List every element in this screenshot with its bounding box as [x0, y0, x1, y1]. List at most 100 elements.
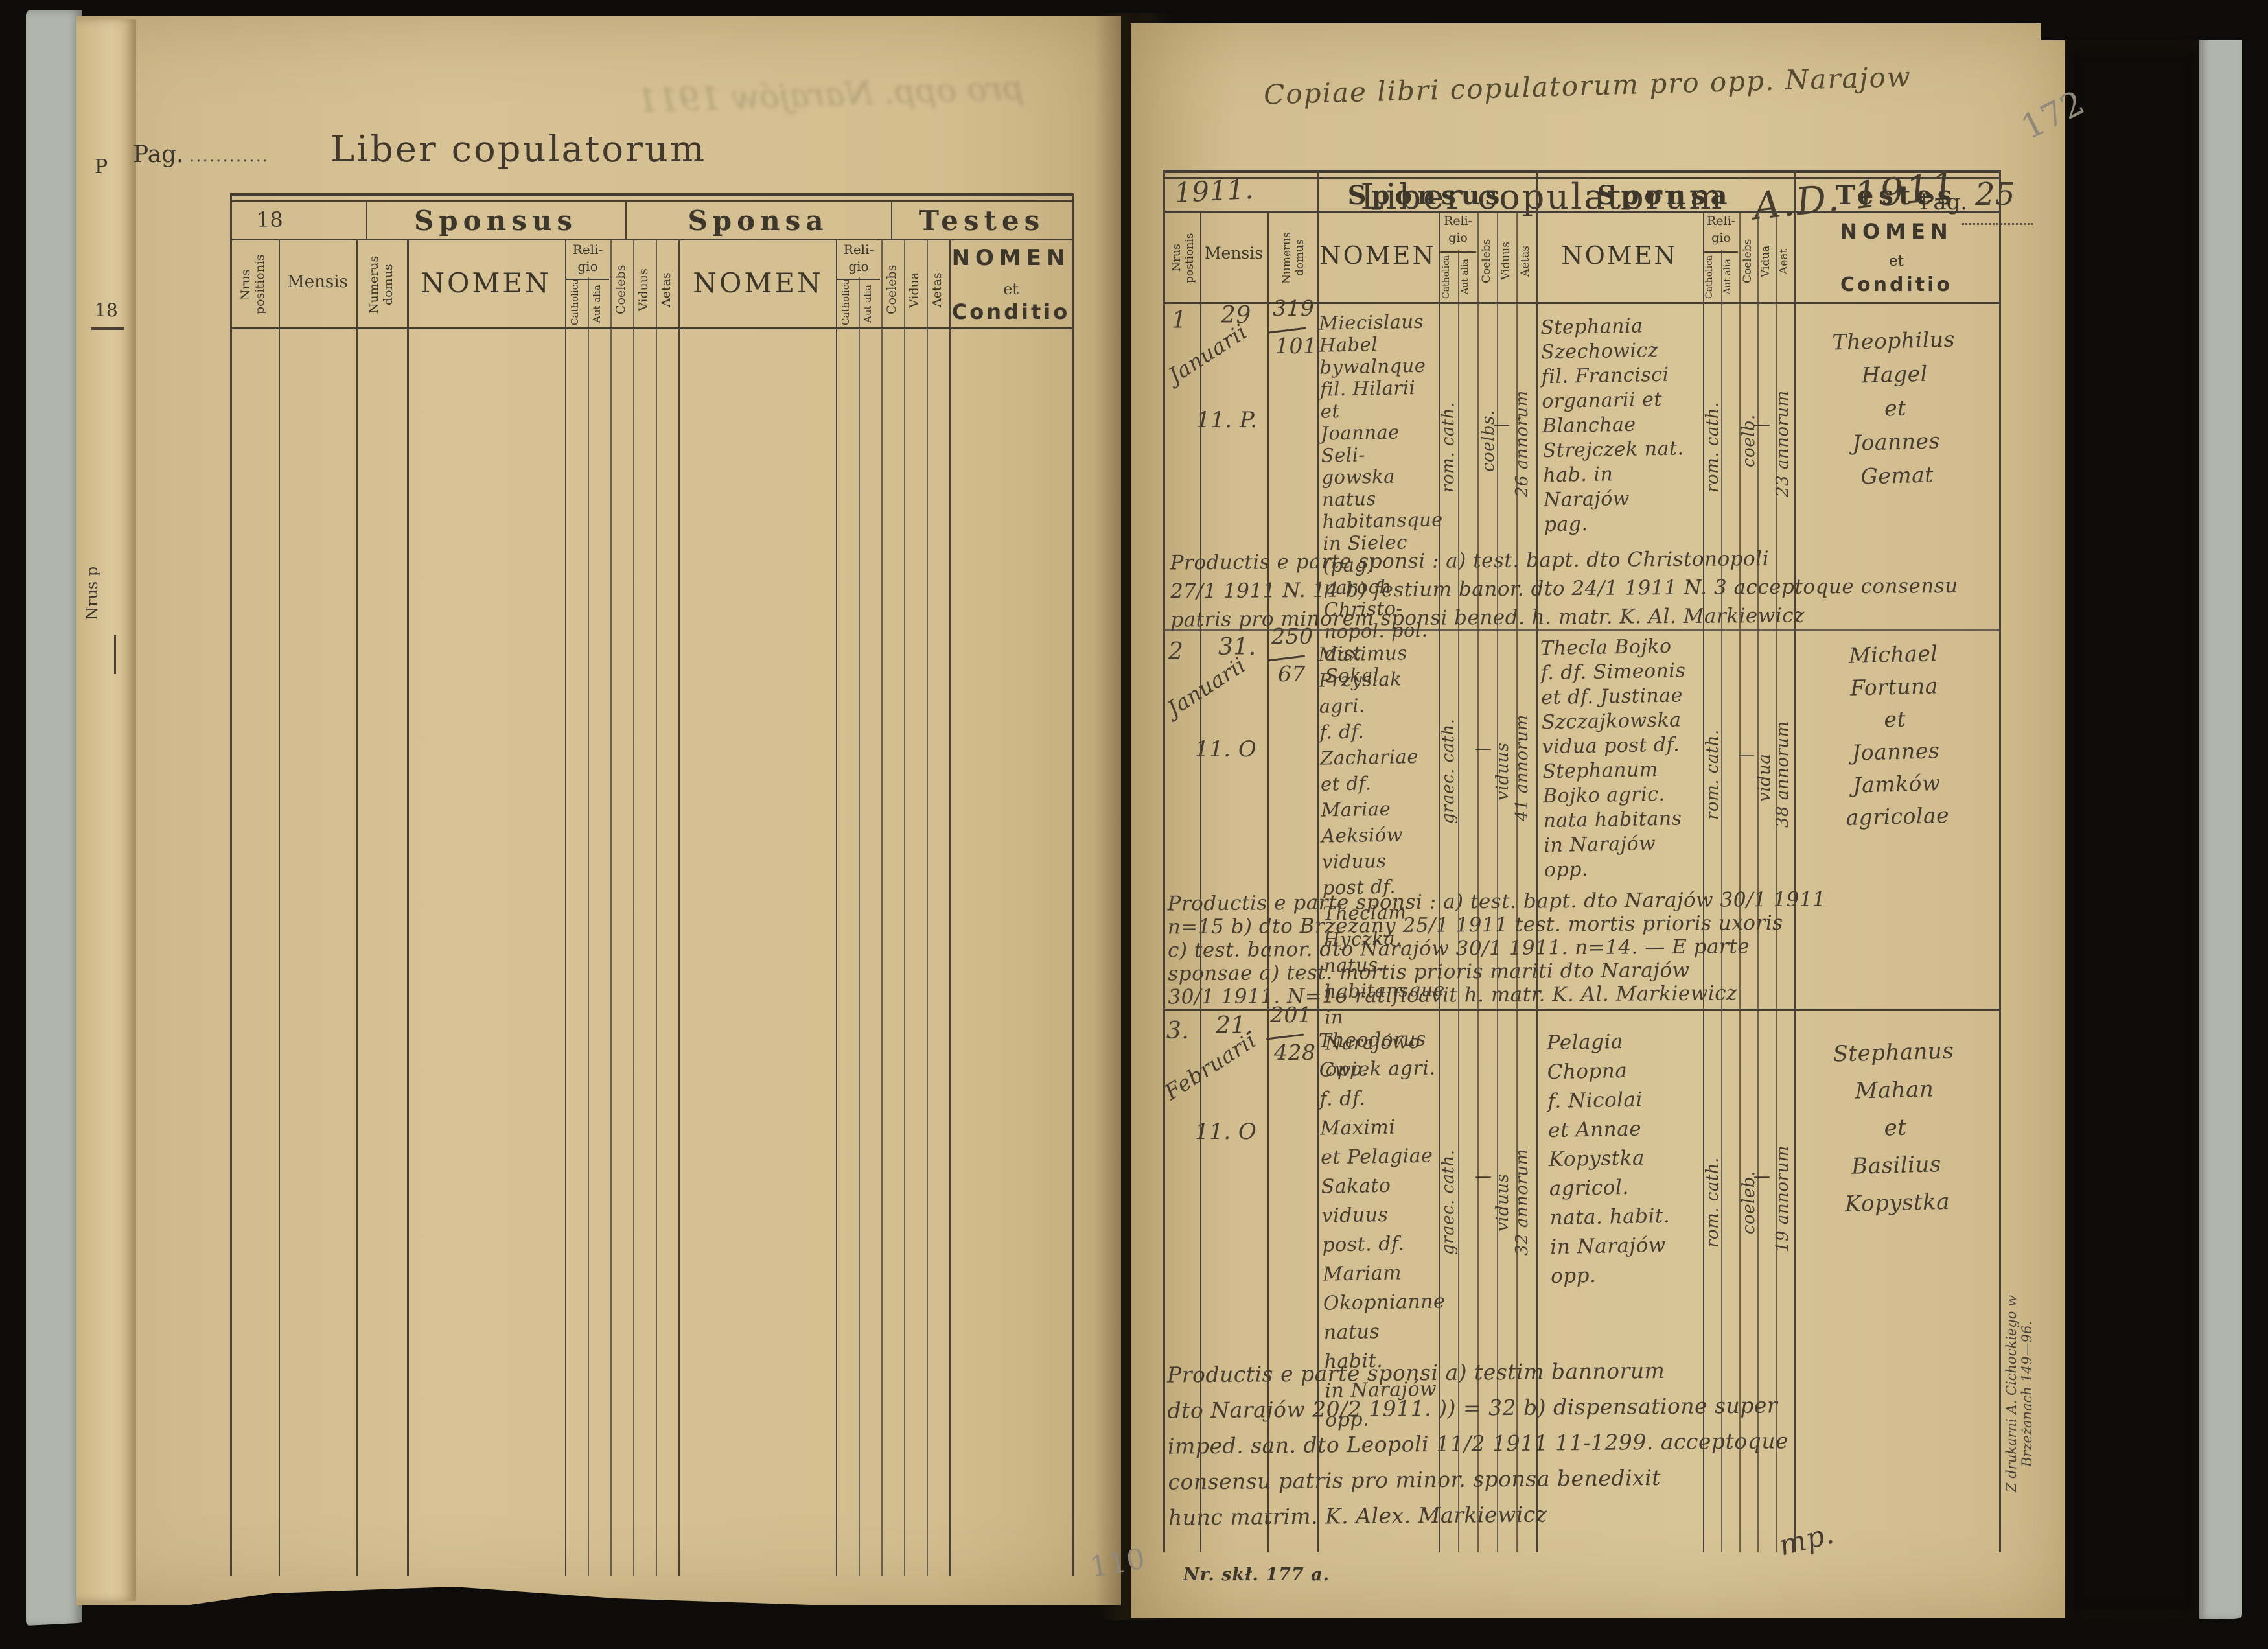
- col-catholica: Catholica: [1441, 255, 1452, 299]
- col-numerus-domus: Numerus domus: [1280, 232, 1306, 284]
- page-title: Liber copulatorum: [330, 128, 707, 170]
- sponsa-flag-aetas: 38 annorum: [1773, 721, 1792, 828]
- sponsa-name: Thecla Bojko f. df. Simeonis et df. Just…: [1540, 635, 1686, 882]
- col-aut-alia: Aut alia: [862, 285, 874, 323]
- sponsa-flag-aetas: 23 annorum: [1773, 390, 1792, 498]
- column-rule: [407, 239, 409, 1576]
- entry-number: 1: [1172, 307, 1187, 334]
- col-nrus-positionis: Nrus postionis: [1170, 233, 1196, 283]
- column-rule: [1703, 211, 1704, 1552]
- col-aetas: Aetas: [1519, 245, 1532, 277]
- sponsus-flag-coelebs: —: [1475, 739, 1492, 758]
- header-sponsa: Sponsa: [688, 205, 829, 237]
- testes-names: Theophilus Hagel et Joannes Gemat: [1832, 326, 1956, 489]
- col-coelebs: Coelebs: [1480, 239, 1493, 284]
- sponsus-flag-viduus: —: [1493, 415, 1510, 434]
- column-rule: [1721, 211, 1722, 1552]
- entry-number: 2: [1168, 638, 1184, 665]
- col-coelebs: Coelebs: [614, 264, 628, 315]
- religio-rule: [566, 279, 609, 280]
- house-number-bottom: 67: [1278, 661, 1306, 686]
- religio-rule: [1704, 251, 1738, 253]
- sponsus-flag-viduus: viduus: [1493, 742, 1512, 801]
- column-rule: [565, 239, 566, 1576]
- pag-label: Pag.: [133, 141, 184, 168]
- sponsus-flag-aetas: 32 annorum: [1512, 1149, 1532, 1256]
- entry-note: Productis e parte sponsi : a) test. bapt…: [1170, 547, 1958, 632]
- table-rule: [230, 193, 1074, 196]
- sponsus-name: Maximus Przyslak agri. f. df. Zachariae …: [1318, 642, 1445, 1081]
- header-testes: Testes: [918, 205, 1045, 237]
- table-rule: [1163, 170, 2000, 173]
- religio-rule: [1440, 251, 1476, 253]
- column-rule: [1267, 211, 1269, 1552]
- column-rule: [1757, 211, 1759, 1552]
- sponsus-flag-aetas: 26 annorum: [1512, 390, 1532, 498]
- table-rule: [1163, 211, 2000, 213]
- religio-box: [1440, 213, 1476, 250]
- header-testes: Testes: [1835, 180, 1958, 211]
- col-aetas: Aetas: [930, 272, 944, 307]
- col-nomen-sponsa: NOMEN: [693, 267, 824, 299]
- fore-edge-page-stack: [2065, 36, 2199, 1622]
- sponsa-flag-catholica: rom. cath.: [1703, 402, 1722, 493]
- column-rule: [1739, 211, 1741, 1552]
- sponsus-flag-viduus: viduus: [1493, 1173, 1512, 1232]
- sponsa-flag-coelebs: coeleb.: [1739, 1171, 1759, 1234]
- col-religio: Reli- gio: [572, 242, 603, 274]
- sliver-rule: [114, 635, 116, 674]
- pag-value: 25: [1975, 176, 2016, 213]
- column-rule: [927, 239, 928, 1576]
- top-edge-shadow: [0, 0, 2268, 10]
- previous-page-sliver: [76, 19, 136, 1601]
- column-rule: [356, 239, 358, 1576]
- table-rule: [230, 327, 1074, 329]
- col-religio: Reli- gio: [843, 242, 874, 274]
- header-sponsus: Sponsus: [413, 205, 578, 237]
- header-sponsa: Sponsa: [1597, 180, 1733, 211]
- entry-month-note: 11. O: [1195, 1119, 1257, 1145]
- col-mensis: Mensis: [287, 272, 348, 292]
- col-catholica: Catholica: [840, 278, 851, 325]
- printer-imprint: Z drukarni A. Cichockiego w Brzeżanach 1…: [2004, 1294, 2035, 1493]
- pag-dotted-rule: [1962, 223, 2033, 225]
- column-rule: [904, 239, 905, 1576]
- sponsa-flag-catholica: rom. cath.: [1703, 1157, 1722, 1248]
- col-testes-et: et: [1003, 280, 1019, 298]
- house-number-bottom: 101: [1275, 333, 1317, 358]
- sponsa-flag-vidua: —: [1753, 415, 1771, 434]
- entry-month-note: 11. P.: [1196, 407, 1258, 433]
- sponsus-flag-catholica: rom. cath.: [1439, 402, 1458, 493]
- col-nomen-sponsus: NOMEN: [421, 267, 551, 299]
- col-vidua: Vidua: [907, 272, 921, 308]
- sliver-fragment: Nrus p: [83, 566, 101, 620]
- entry-month-note: 11. O: [1195, 736, 1257, 762]
- sliver-fragment: P: [95, 156, 108, 178]
- sponsa-flag-vidua: —: [1753, 1167, 1771, 1186]
- page-number-cell: 18: [257, 207, 283, 232]
- religio-box: [1704, 213, 1738, 250]
- column-rule: [588, 239, 589, 1576]
- column-rule: [1776, 211, 1777, 1552]
- column-rule: [1439, 211, 1440, 1552]
- column-rule: [1516, 211, 1518, 1552]
- col-testes-et: et: [1889, 253, 1904, 270]
- religio-rule: [837, 279, 880, 280]
- entry-separator: [1163, 1009, 2000, 1011]
- column-rule: [610, 239, 612, 1576]
- book-cover-right: [2199, 19, 2242, 1620]
- table-rule: [1163, 177, 2000, 179]
- table-rule: [230, 239, 1074, 240]
- sponsa-flag-vidua: vidua: [1755, 753, 1774, 802]
- year-cell: 1911.: [1173, 172, 1255, 209]
- sliver-fragment: 18: [95, 299, 118, 321]
- col-testes-nomen: NOMEN: [951, 245, 1070, 271]
- column-rule: [891, 200, 892, 239]
- column-rule: [633, 239, 634, 1576]
- column-rule: [1999, 170, 2001, 1552]
- col-nomen-sponsa: NOMEN: [1561, 241, 1678, 270]
- sponsus-flag-coelebs: coelbs.: [1479, 410, 1498, 472]
- sponsus-flag-aetas: 41 annorum: [1512, 714, 1532, 822]
- table-rule: [230, 200, 1074, 202]
